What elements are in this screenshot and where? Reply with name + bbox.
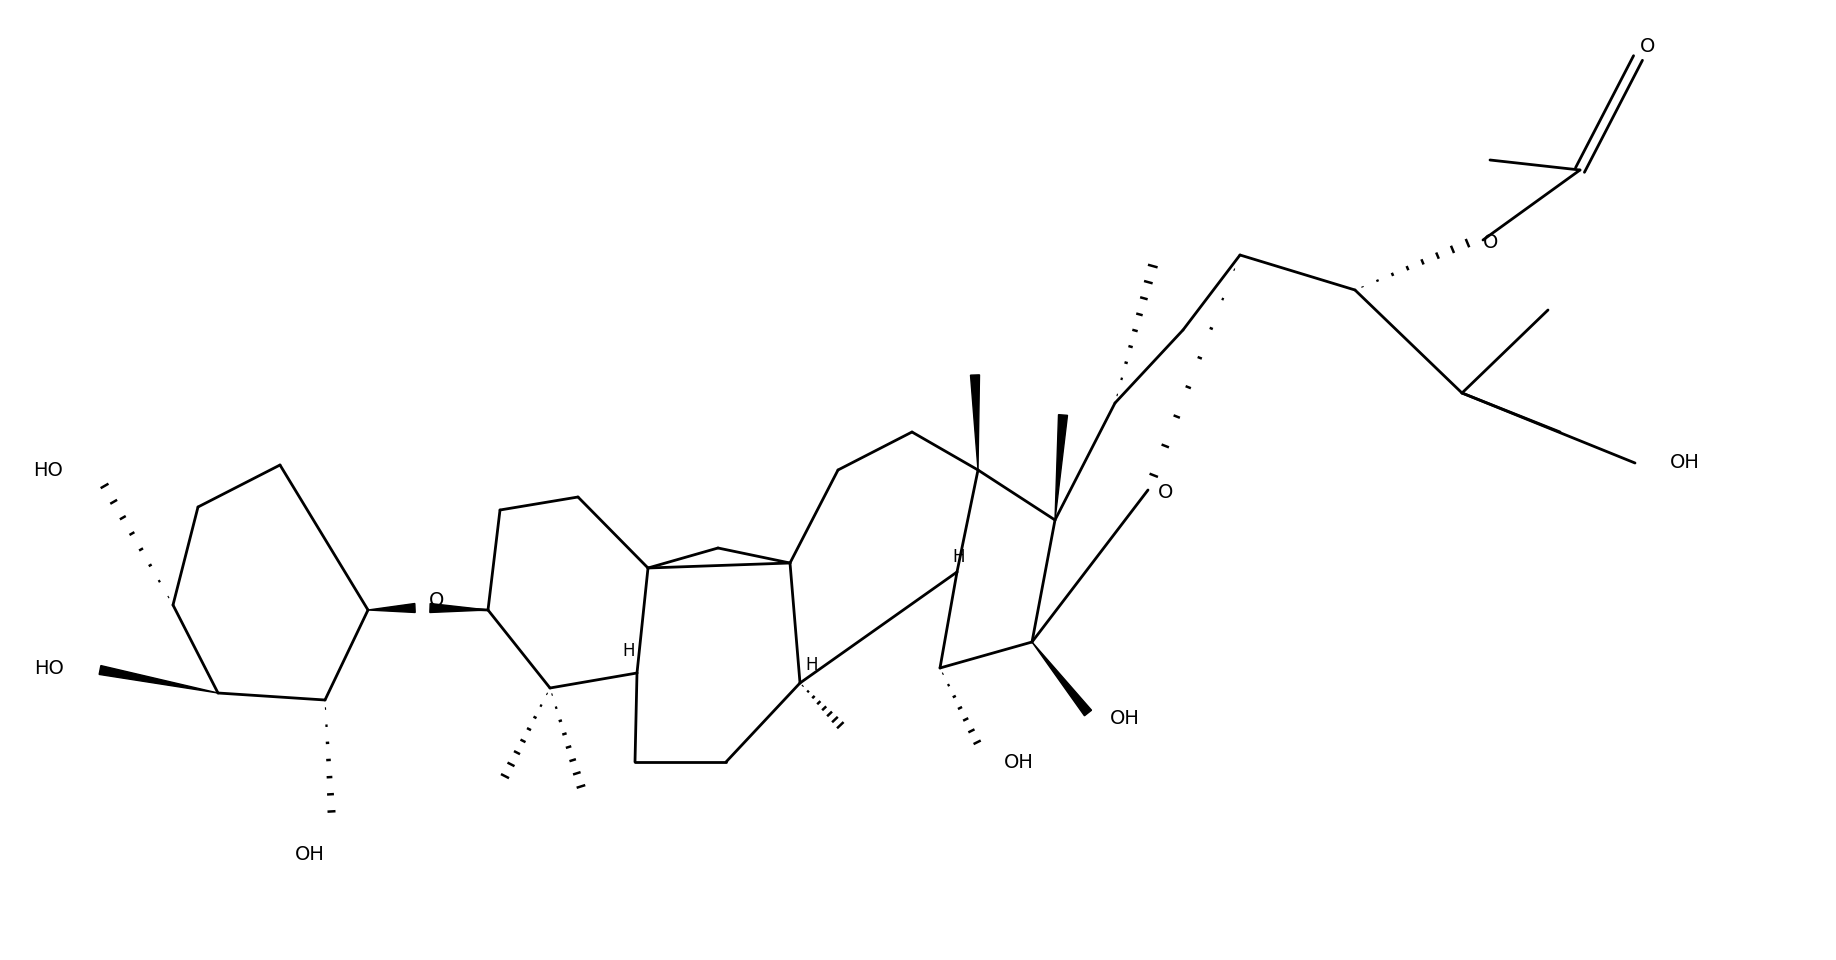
Text: H: H	[953, 548, 966, 566]
Text: O: O	[1640, 36, 1656, 56]
Text: OH: OH	[1671, 453, 1700, 472]
Text: OH: OH	[1004, 753, 1034, 772]
Text: OH: OH	[296, 846, 325, 865]
Text: HO: HO	[33, 461, 62, 479]
Polygon shape	[971, 374, 979, 470]
Polygon shape	[430, 604, 488, 612]
Text: HO: HO	[35, 659, 64, 678]
Polygon shape	[1056, 415, 1067, 520]
Polygon shape	[99, 665, 218, 693]
Text: H: H	[622, 642, 635, 660]
Polygon shape	[1032, 642, 1092, 716]
Text: O: O	[1159, 484, 1173, 502]
Text: O: O	[430, 590, 444, 610]
Text: OH: OH	[1111, 708, 1140, 728]
Text: O: O	[1483, 232, 1498, 252]
Text: H: H	[806, 656, 819, 674]
Polygon shape	[367, 604, 415, 612]
